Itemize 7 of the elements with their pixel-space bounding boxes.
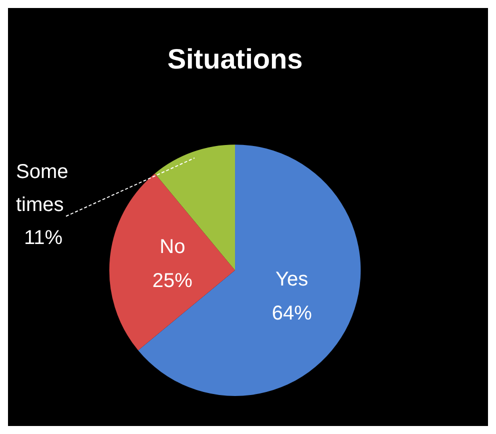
data-label: 11% [24,226,63,249]
slice-label: Some times [16,160,68,216]
slice-label: Yes [276,268,308,291]
slice-label: No [160,236,186,258]
data-label: 25% [152,270,193,292]
data-label: 64% [272,302,312,325]
chart-title: Situations [167,44,303,75]
